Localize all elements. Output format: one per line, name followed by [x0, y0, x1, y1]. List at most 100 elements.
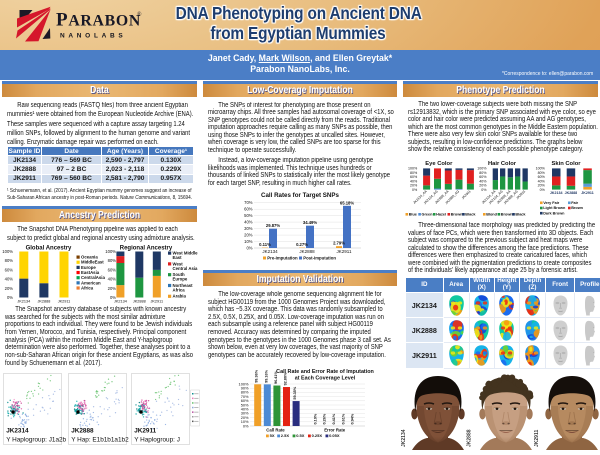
svg-text:NANOLABS: NANOLABS: [60, 33, 126, 40]
svg-text:Global Ancestry: Global Ancestry: [26, 246, 72, 252]
svg-text:0.26%: 0.26%: [323, 413, 327, 424]
svg-text:100%: 100%: [2, 249, 13, 254]
svg-text:2.5X: 2.5X: [281, 433, 290, 438]
svg-text:Africa: Africa: [173, 288, 186, 293]
svg-text:Y Haplogroup: J1a2b: Y Haplogroup: J1a2b: [6, 437, 66, 444]
svg-text:Pre-Imputation: Pre-Imputation: [267, 255, 298, 260]
svg-text:0.11%: 0.11%: [259, 242, 271, 247]
svg-text:0.94%: 0.94%: [351, 413, 355, 424]
svg-text:Green: Green: [422, 213, 434, 217]
svg-text:Africa: Africa: [81, 285, 94, 290]
svg-text:Europe: Europe: [173, 277, 188, 282]
svg-text:Black: Black: [515, 213, 526, 217]
svg-text:Skin Color: Skin Color: [552, 161, 582, 167]
svg-text:JK2134: JK2134: [17, 300, 30, 304]
svg-text:Central Asia: Central Asia: [173, 266, 199, 271]
svg-text:0.25X: 0.25X: [312, 433, 323, 438]
svg-text:JK2911: JK2911: [337, 249, 352, 254]
svg-text:JK2888: JK2888: [37, 300, 50, 304]
svg-text:60%: 60%: [5, 267, 14, 272]
svg-text:Hazel: Hazel: [436, 213, 446, 217]
svg-text:34.49%: 34.49%: [303, 220, 317, 225]
svg-text:JK2888: JK2888: [467, 429, 473, 447]
svg-text:JK2888: JK2888: [133, 300, 146, 304]
svg-text:JK2911: JK2911: [461, 189, 472, 200]
svg-text:JK2911: JK2911: [150, 300, 163, 304]
svg-text:99.36%: 99.36%: [255, 369, 259, 383]
svg-text:Y Hap: E1b1b1a1b2: Y Hap: E1b1b1a1b2: [71, 437, 129, 444]
svg-text:Fair: Fair: [571, 201, 578, 205]
svg-text:40%: 40%: [108, 277, 117, 282]
svg-text:Blue: Blue: [409, 213, 417, 217]
svg-text:80%: 80%: [5, 258, 14, 263]
svg-text:JK2911: JK2911: [134, 428, 156, 435]
svg-text:0.5X: 0.5X: [296, 433, 305, 438]
svg-text:29.87%: 29.87%: [266, 223, 280, 228]
svg-text:0%: 0%: [412, 188, 418, 192]
svg-text:Dark Brown: Dark Brown: [543, 211, 565, 215]
svg-text:0%: 0%: [7, 295, 13, 300]
svg-text:2.79%: 2.79%: [333, 241, 345, 246]
svg-text:20%: 20%: [5, 286, 14, 291]
svg-text:East: East: [173, 255, 183, 260]
svg-text:Black: Black: [465, 213, 476, 217]
svg-text:0.27%: 0.27%: [296, 242, 308, 247]
svg-text:92.80%: 92.80%: [284, 372, 288, 386]
svg-text:®: ®: [137, 11, 142, 18]
svg-text:0.61%: 0.61%: [341, 413, 345, 424]
svg-text:20%: 20%: [108, 286, 117, 291]
svg-text:JK2911: JK2911: [581, 191, 593, 195]
svg-text:Brown: Brown: [451, 213, 463, 217]
svg-text:20%: 20%: [244, 233, 253, 238]
svg-text:JK2134: JK2134: [550, 191, 563, 195]
svg-text:JK2134: JK2134: [114, 300, 127, 304]
svg-text:60%: 60%: [244, 207, 253, 212]
svg-text:JK2888: JK2888: [71, 428, 94, 435]
svg-text:0.41%: 0.41%: [332, 413, 336, 424]
svg-text:Arabia: Arabia: [173, 294, 187, 299]
svg-text:80%: 80%: [108, 258, 117, 263]
svg-text:96.41%: 96.41%: [274, 370, 278, 384]
svg-text:0%: 0%: [540, 188, 546, 192]
svg-text:100%: 100%: [105, 249, 116, 254]
svg-text:99.16%: 99.16%: [264, 369, 268, 383]
svg-text:5X: 5X: [270, 433, 275, 438]
svg-text:Error Rate: Error Rate: [324, 428, 346, 433]
svg-text:Call Rates for Target SNPs: Call Rates for Target SNPs: [261, 192, 339, 199]
svg-text:30%: 30%: [244, 226, 253, 231]
svg-text:Call Rate: Call Rate: [266, 428, 285, 433]
svg-text:Regional Ancestry: Regional Ancestry: [120, 246, 173, 252]
svg-text:Light Brown: Light Brown: [543, 206, 566, 210]
svg-text:100%: 100%: [239, 381, 249, 386]
svg-text:Call Rate and Error Rate of Im: Call Rate and Error Rate of Imputation: [276, 369, 374, 375]
svg-text:Brown: Brown: [501, 213, 513, 217]
svg-text:PARABON: PARABON: [56, 10, 141, 31]
svg-text:at Each Coverage Level: at Each Coverage Level: [295, 376, 356, 382]
svg-text:Post-Imputation: Post-Imputation: [303, 255, 336, 260]
svg-text:0%: 0%: [246, 245, 252, 250]
svg-text:JK2134: JK2134: [262, 249, 278, 254]
svg-text:59.35%: 59.35%: [293, 386, 297, 400]
svg-text:65.18%: 65.18%: [340, 200, 354, 205]
svg-text:JK2888: JK2888: [565, 191, 578, 195]
svg-text:Very Fair: Very Fair: [543, 201, 560, 205]
svg-text:50%: 50%: [244, 213, 253, 218]
svg-text:40%: 40%: [244, 220, 253, 225]
svg-text:Brown: Brown: [571, 206, 583, 210]
svg-text:JK2888: JK2888: [299, 249, 315, 254]
svg-text:Eye Color: Eye Color: [425, 161, 453, 167]
svg-text:40%: 40%: [5, 277, 14, 282]
svg-text:70%: 70%: [244, 200, 253, 205]
svg-text:Y Haplogroup: J: Y Haplogroup: J: [134, 437, 180, 444]
svg-text:JK2314: JK2314: [6, 428, 29, 435]
svg-text:JK2911: JK2911: [58, 300, 71, 304]
svg-text:10%: 10%: [244, 239, 253, 244]
svg-text:0.05X: 0.05X: [329, 433, 340, 438]
svg-text:Hair Color: Hair Color: [488, 161, 517, 167]
svg-text:JK2911: JK2911: [534, 430, 540, 447]
svg-text:Blond: Blond: [486, 213, 497, 217]
svg-text:JK2134: JK2134: [401, 429, 407, 447]
svg-text:0.19%: 0.19%: [313, 413, 317, 424]
svg-text:0%: 0%: [481, 188, 487, 192]
svg-text:60%: 60%: [108, 267, 117, 272]
